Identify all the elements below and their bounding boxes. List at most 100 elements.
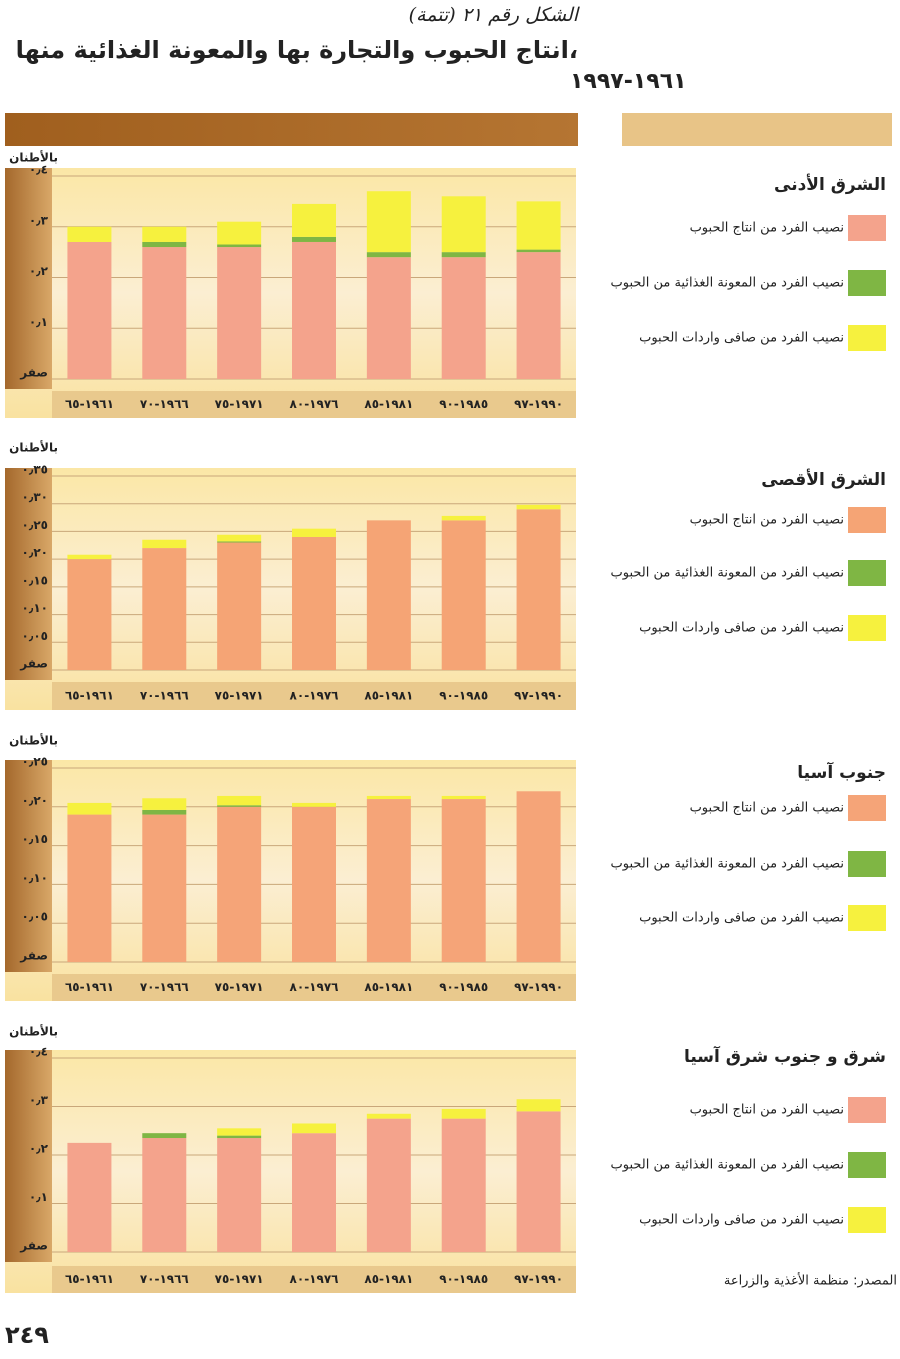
y-tick-label: ٠٫١٥ (22, 832, 48, 846)
x-axis-strip (52, 682, 576, 710)
y-tick-label: ٠٫٢٠ (22, 793, 48, 807)
y-tick-label: ٠٫٢ (29, 1142, 49, 1156)
x-tick-label: ١٩٧١-٧٥ (215, 397, 264, 411)
y-tick-label: ٠٫٤ (29, 163, 48, 177)
legend-swatch (848, 560, 886, 586)
bar-segment (366, 1113, 411, 1119)
x-tick-label: ١٩٦١-٦٥ (65, 980, 114, 994)
bar-segment (292, 536, 336, 670)
bar-segment (516, 509, 561, 670)
x-tick-label: ١٩٦٦-٧٠ (140, 397, 189, 411)
bar-segment (366, 799, 411, 962)
x-tick-label: ١٩٧١-٧٥ (215, 689, 264, 703)
x-tick-label: ١٩٦١-٦٥ (65, 689, 114, 703)
bar-segment (217, 534, 262, 542)
x-tick-label: ١٩٨١-٨٥ (364, 1272, 413, 1286)
bar-segment (292, 236, 336, 242)
bar-segment (441, 1118, 486, 1252)
legend-swatch (848, 615, 886, 641)
x-tick-label: ١٩٧١-٧٥ (215, 980, 264, 994)
legend-swatch (848, 507, 886, 533)
y-tick-label: ٠٫٢٥ (22, 755, 48, 769)
bar-segment (292, 203, 336, 237)
bar-segment (516, 252, 561, 379)
legend-title: شرق و جنوب شرق آسيا (684, 1045, 886, 1067)
figure-label: الشكل رقم ٢١ (تتمة) (409, 4, 581, 26)
legend-label: نصيب الفرد من المعونة الغذائية من الحبوب (611, 276, 845, 291)
bar-segment (67, 559, 112, 670)
y-tick-label: صفر (19, 366, 48, 380)
x-tick-label: ١٩٦٦-٧٠ (140, 689, 189, 703)
y-tick-label: صفر (19, 657, 48, 671)
bar-segment (366, 795, 411, 800)
y-tick-label: ٠٫٣ (29, 1093, 49, 1107)
x-tick-label: ١٩٩٠-٩٧ (514, 980, 563, 994)
bar-segment (217, 541, 262, 543)
bar-segment (292, 1123, 336, 1134)
y-tick-label: ٠٫٢٥ (22, 518, 48, 532)
y-tick-label: ٠٫٢ (29, 264, 49, 278)
legend-label: نصيب الفرد من المعونة الغذائية من الحبوب (611, 1158, 845, 1173)
legend-swatch (848, 325, 886, 351)
bar-segment (217, 1128, 262, 1136)
x-axis-strip (52, 1266, 576, 1293)
bar-segment (142, 548, 187, 670)
bar-segment (292, 1133, 336, 1252)
bar-segment (516, 1111, 561, 1252)
header-band (5, 113, 578, 146)
bar-segment (217, 795, 262, 806)
legend-label: نصيب الفرد من صافى واردات الحبوب (639, 1213, 844, 1228)
page-number: ٢٤٩ (5, 1321, 49, 1349)
x-tick-label: ١٩٨٥-٩٠ (439, 397, 488, 411)
bar-segment (142, 1138, 187, 1252)
bar-segment (441, 799, 486, 962)
bar-segment (292, 806, 336, 962)
x-tick-label: ١٩٧٦-٨٠ (290, 980, 339, 994)
bar-segment (217, 221, 262, 245)
x-tick-label: ١٩٨١-٨٥ (364, 689, 413, 703)
legend-label: نصيب الفرد من انتاج الحبوب (690, 513, 844, 528)
legend-swatch (848, 1152, 886, 1178)
bar-segment (142, 226, 187, 242)
bar-segment (441, 1108, 486, 1119)
y-tick-label: صفر (19, 949, 48, 963)
x-axis-strip (52, 974, 576, 1001)
bar-segment (217, 806, 262, 962)
y-axis-label: بالأطنان (9, 1024, 58, 1039)
legend-swatch (848, 851, 886, 877)
bar-segment (441, 795, 486, 800)
bar-segment (142, 1133, 187, 1139)
bar-segment (366, 191, 411, 253)
bar-segment (441, 520, 486, 670)
y-tick-label: ٠٫٢٠ (22, 546, 48, 560)
bar-segment (142, 241, 187, 248)
legend-label: نصيب الفرد من المعونة الغذائية من الحبوب (611, 857, 845, 872)
y-tick-label: ٠٫١ (29, 315, 48, 329)
x-tick-label: ١٩٦٦-٧٠ (140, 1272, 189, 1286)
legend-label: نصيب الفرد من انتاج الحبوب (690, 1103, 844, 1118)
y-tick-label: ٠٫١٠ (22, 871, 48, 885)
x-tick-label: ١٩٦١-٦٥ (65, 397, 114, 411)
x-tick-label: ١٩٦١-٦٥ (65, 1272, 114, 1286)
y-tick-label: ٠٫١٠ (22, 601, 48, 615)
y-tick-label: ٠٫٣٥ (22, 463, 48, 477)
y-tick-label: ٠٫١٥ (22, 573, 48, 587)
legend-title: جنوب آسيا (797, 761, 886, 783)
bar-segment (142, 539, 187, 549)
bar-segment (217, 542, 262, 670)
bar-segment (67, 241, 112, 379)
bar-segment (67, 554, 112, 560)
legend-swatch (848, 1097, 886, 1123)
x-tick-label: ١٩٨٥-٩٠ (439, 1272, 488, 1286)
bar-segment (217, 244, 262, 248)
legend-label: نصيب الفرد من صافى واردات الحبوب (639, 621, 844, 636)
legend-label: نصيب الفرد من المعونة الغذائية من الحبوب (611, 566, 845, 581)
legend-label: نصيب الفرد من صافى واردات الحبوب (639, 331, 844, 346)
bar-segment (441, 257, 486, 379)
bar-segment (217, 1135, 262, 1139)
x-axis-strip (52, 391, 576, 418)
bar-segment (366, 257, 411, 379)
legend-swatch (848, 905, 886, 931)
x-tick-label: ١٩٨٥-٩٠ (439, 980, 488, 994)
x-tick-label: ١٩٧٦-٨٠ (290, 397, 339, 411)
